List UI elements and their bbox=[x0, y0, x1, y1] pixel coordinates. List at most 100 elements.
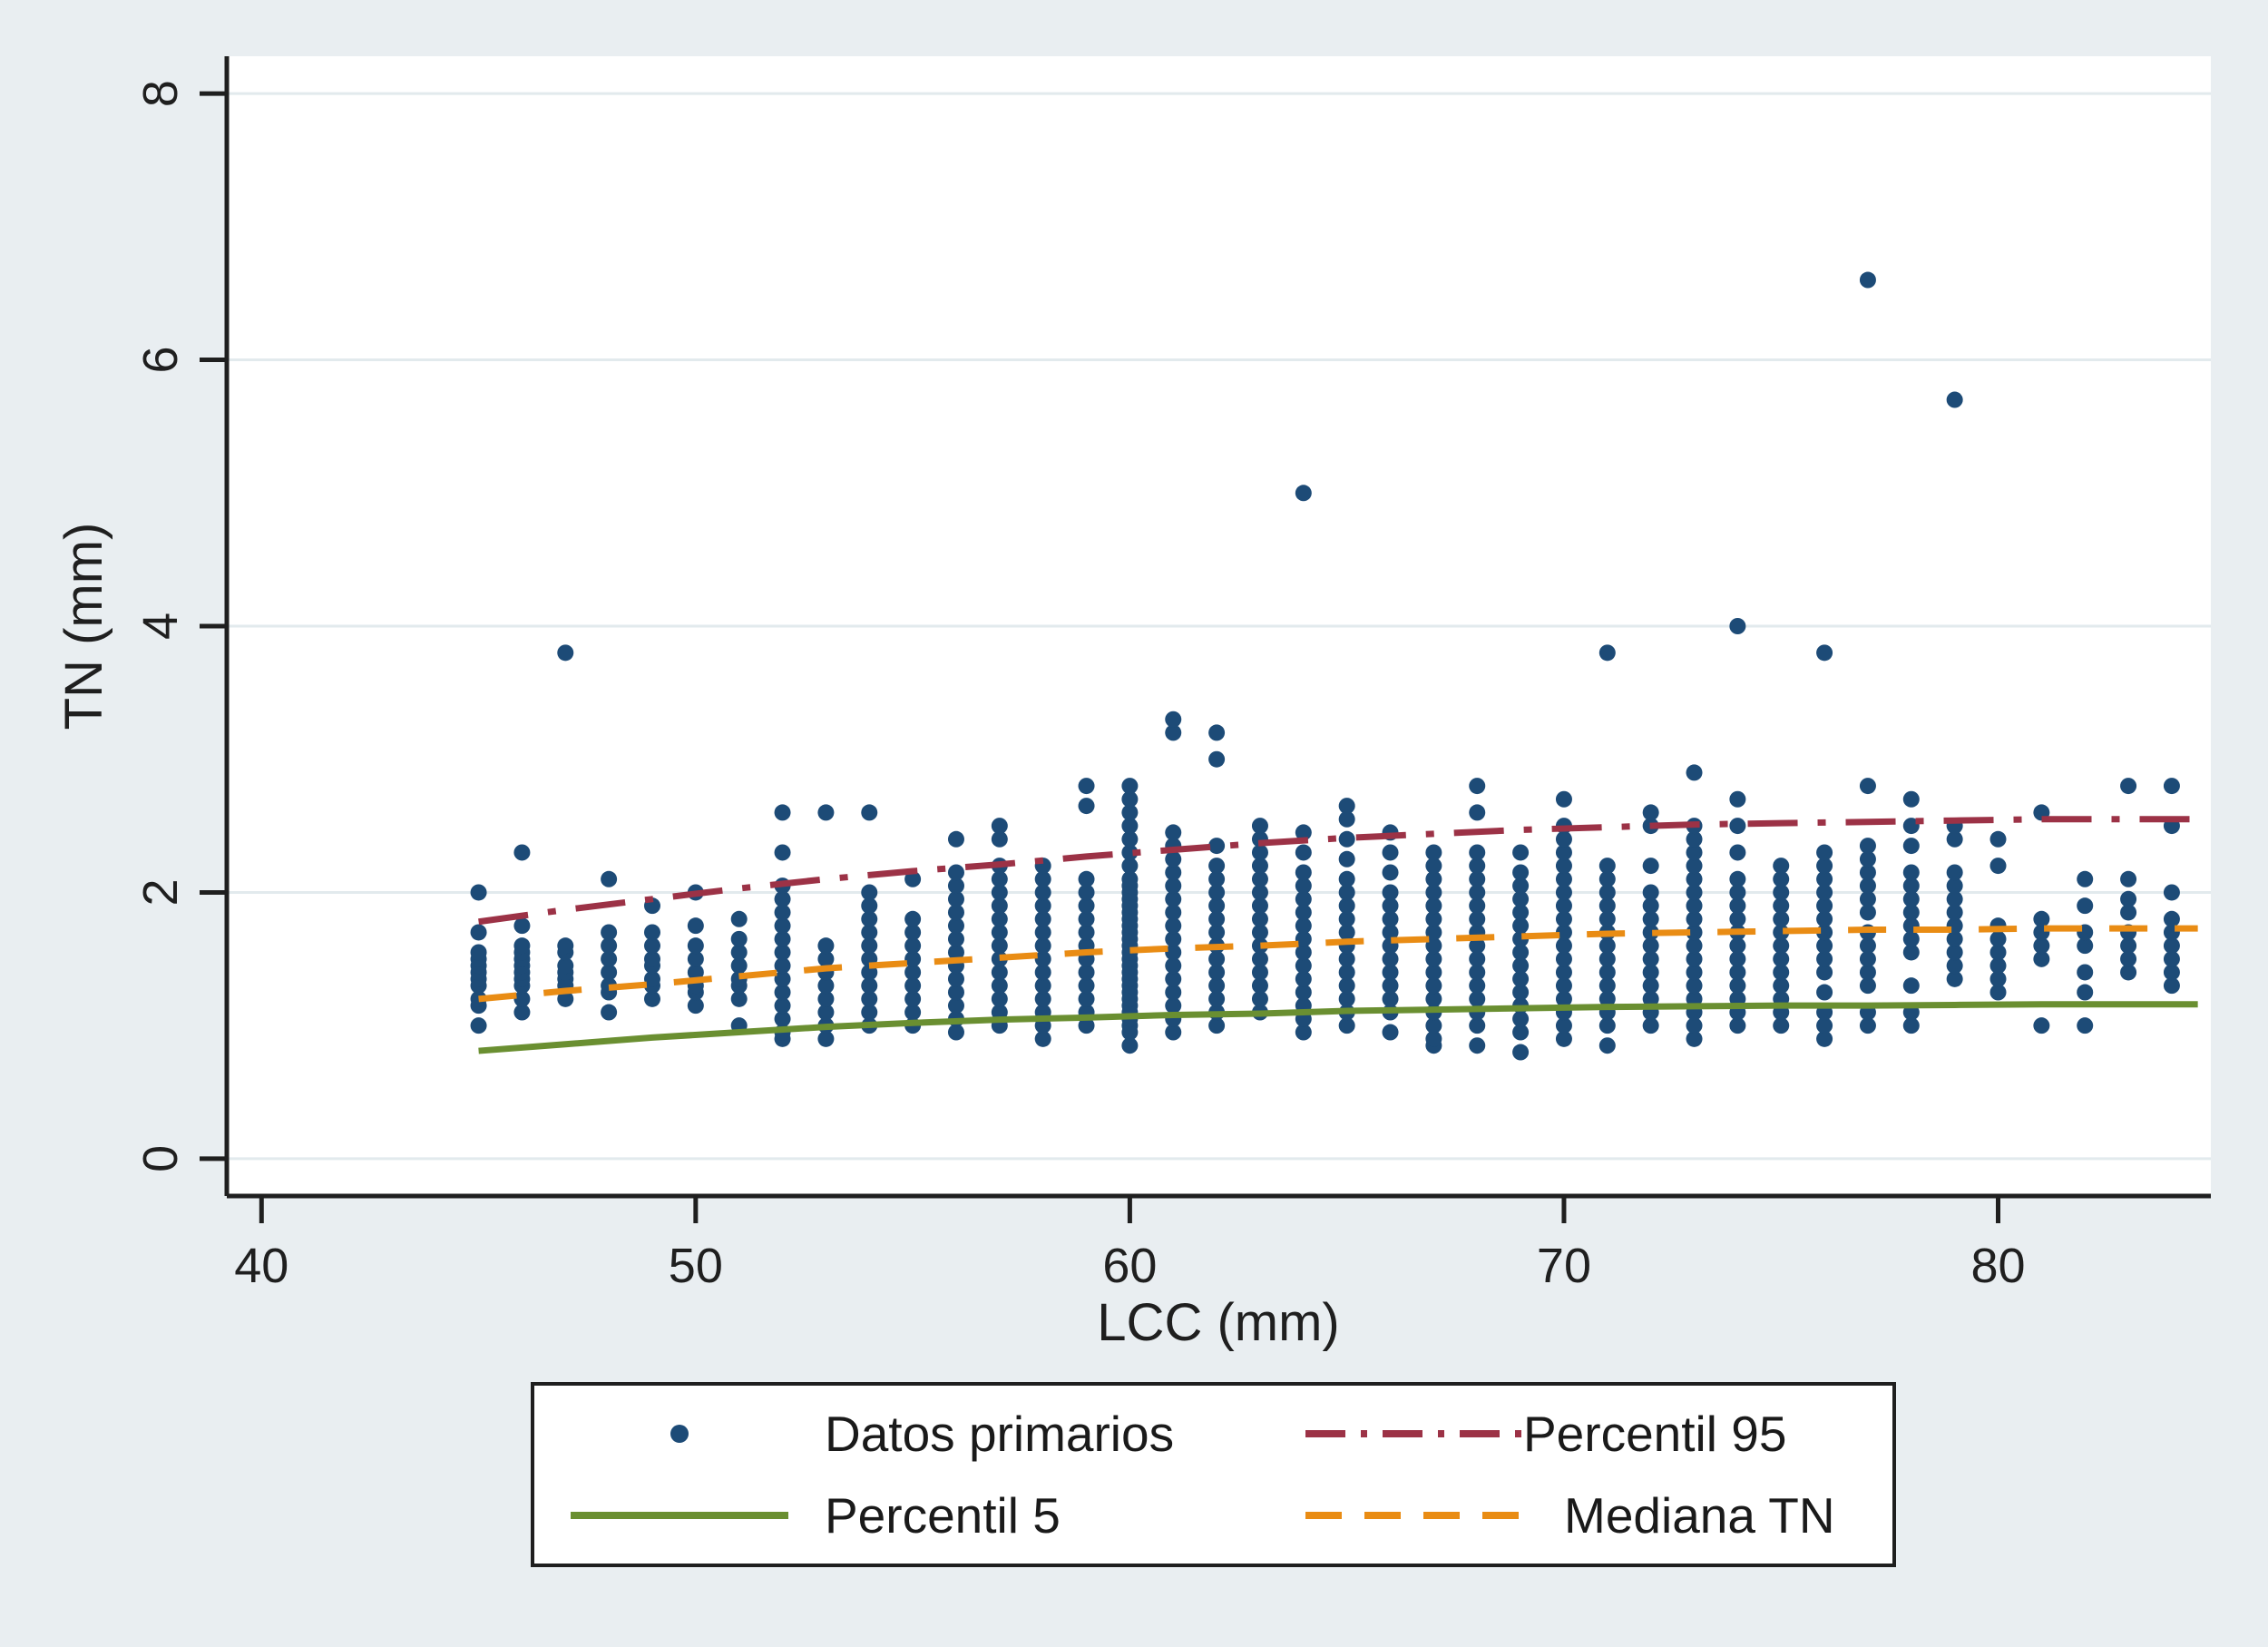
data-point bbox=[1425, 844, 1442, 861]
data-point bbox=[1642, 924, 1659, 941]
data-point bbox=[1729, 910, 1746, 927]
data-point bbox=[861, 897, 878, 915]
data-point bbox=[1686, 764, 1703, 781]
data-point bbox=[1425, 858, 1442, 875]
data-point bbox=[1208, 838, 1226, 855]
data-point bbox=[2077, 984, 2094, 1001]
data-point bbox=[1512, 1044, 1530, 1061]
data-point bbox=[1165, 864, 1182, 881]
data-point bbox=[1034, 884, 1051, 901]
data-point bbox=[1425, 950, 1442, 967]
data-point bbox=[1598, 870, 1616, 887]
data-point bbox=[1555, 870, 1572, 887]
data-point bbox=[1425, 977, 1442, 995]
data-point bbox=[1338, 1017, 1355, 1034]
data-point bbox=[1338, 870, 1355, 887]
data-point bbox=[991, 830, 1008, 848]
data-point bbox=[1946, 864, 1963, 881]
data-point bbox=[1512, 904, 1530, 921]
data-point bbox=[1686, 1030, 1703, 1047]
data-point bbox=[1251, 858, 1268, 875]
data-point bbox=[1469, 937, 1486, 955]
x-tick-label: 60 bbox=[1102, 1239, 1157, 1293]
data-point bbox=[557, 990, 574, 1007]
data-point bbox=[470, 1017, 487, 1034]
data-point bbox=[1208, 977, 1226, 995]
data-point bbox=[2033, 937, 2050, 955]
data-point bbox=[1598, 897, 1616, 915]
data-point bbox=[1338, 964, 1355, 981]
data-point bbox=[2163, 778, 2180, 795]
data-point bbox=[1469, 910, 1486, 927]
data-point bbox=[1338, 830, 1355, 848]
data-point bbox=[1686, 884, 1703, 901]
data-point bbox=[1469, 844, 1486, 861]
data-point bbox=[1295, 864, 1312, 881]
data-point bbox=[947, 930, 964, 947]
line-series bbox=[478, 1001, 2198, 1054]
data-point bbox=[1295, 1024, 1312, 1041]
y-axis-ticks: 0 2 4 6 8 bbox=[133, 80, 227, 1172]
data-point bbox=[1469, 778, 1486, 795]
y-tick-label: 4 bbox=[133, 613, 188, 640]
data-point bbox=[2077, 1017, 2094, 1034]
data-point bbox=[1642, 897, 1659, 915]
data-point bbox=[1382, 964, 1399, 981]
data-point bbox=[774, 917, 791, 935]
data-point bbox=[1555, 844, 1572, 861]
data-point bbox=[1251, 964, 1268, 981]
data-point bbox=[1121, 778, 1139, 795]
data-point bbox=[1338, 810, 1355, 828]
data-point bbox=[1208, 750, 1226, 768]
x-axis-ticks: 40 50 60 70 80 bbox=[234, 1196, 2026, 1293]
data-point bbox=[1555, 858, 1572, 875]
data-point bbox=[1251, 884, 1268, 901]
data-point bbox=[904, 977, 922, 995]
data-point bbox=[1382, 990, 1399, 1007]
data-point bbox=[991, 990, 1008, 1007]
data-point bbox=[1165, 890, 1182, 907]
data-point bbox=[1642, 977, 1659, 995]
data-point bbox=[1425, 1017, 1442, 1034]
data-point bbox=[947, 1024, 964, 1041]
data-point bbox=[513, 990, 531, 1007]
data-point bbox=[947, 830, 964, 848]
data-point bbox=[1642, 858, 1659, 875]
data-point bbox=[1773, 977, 1790, 995]
dash-dot-line-icon bbox=[1305, 1430, 1523, 1437]
data-point bbox=[947, 984, 964, 1001]
data-point bbox=[1686, 937, 1703, 955]
data-point bbox=[1512, 864, 1530, 881]
data-point bbox=[1121, 830, 1139, 848]
legend-key-mediana-tn bbox=[1305, 1475, 1523, 1556]
data-point bbox=[1251, 937, 1268, 955]
data-point bbox=[513, 937, 531, 955]
data-point bbox=[774, 930, 791, 947]
data-point bbox=[1208, 884, 1226, 901]
data-point bbox=[2163, 937, 2180, 955]
data-point bbox=[1773, 884, 1790, 901]
data-point bbox=[1121, 818, 1139, 835]
data-point bbox=[1989, 930, 2007, 947]
data-point bbox=[861, 884, 878, 901]
data-point bbox=[1295, 485, 1312, 502]
data-point bbox=[1686, 897, 1703, 915]
data-point bbox=[643, 924, 660, 941]
data-point bbox=[1555, 884, 1572, 901]
data-point bbox=[904, 910, 922, 927]
data-point bbox=[601, 1004, 618, 1021]
data-point bbox=[1686, 990, 1703, 1007]
line-series bbox=[478, 925, 2198, 1003]
data-point bbox=[1425, 910, 1442, 927]
data-point bbox=[1555, 924, 1572, 941]
data-point bbox=[601, 950, 618, 967]
data-point bbox=[947, 864, 964, 881]
data-point bbox=[1208, 858, 1226, 875]
data-point bbox=[904, 990, 922, 1007]
data-point bbox=[1773, 950, 1790, 967]
data-point bbox=[947, 944, 964, 961]
data-point bbox=[1469, 1037, 1486, 1054]
data-point bbox=[774, 957, 791, 975]
data-point bbox=[1773, 910, 1790, 927]
